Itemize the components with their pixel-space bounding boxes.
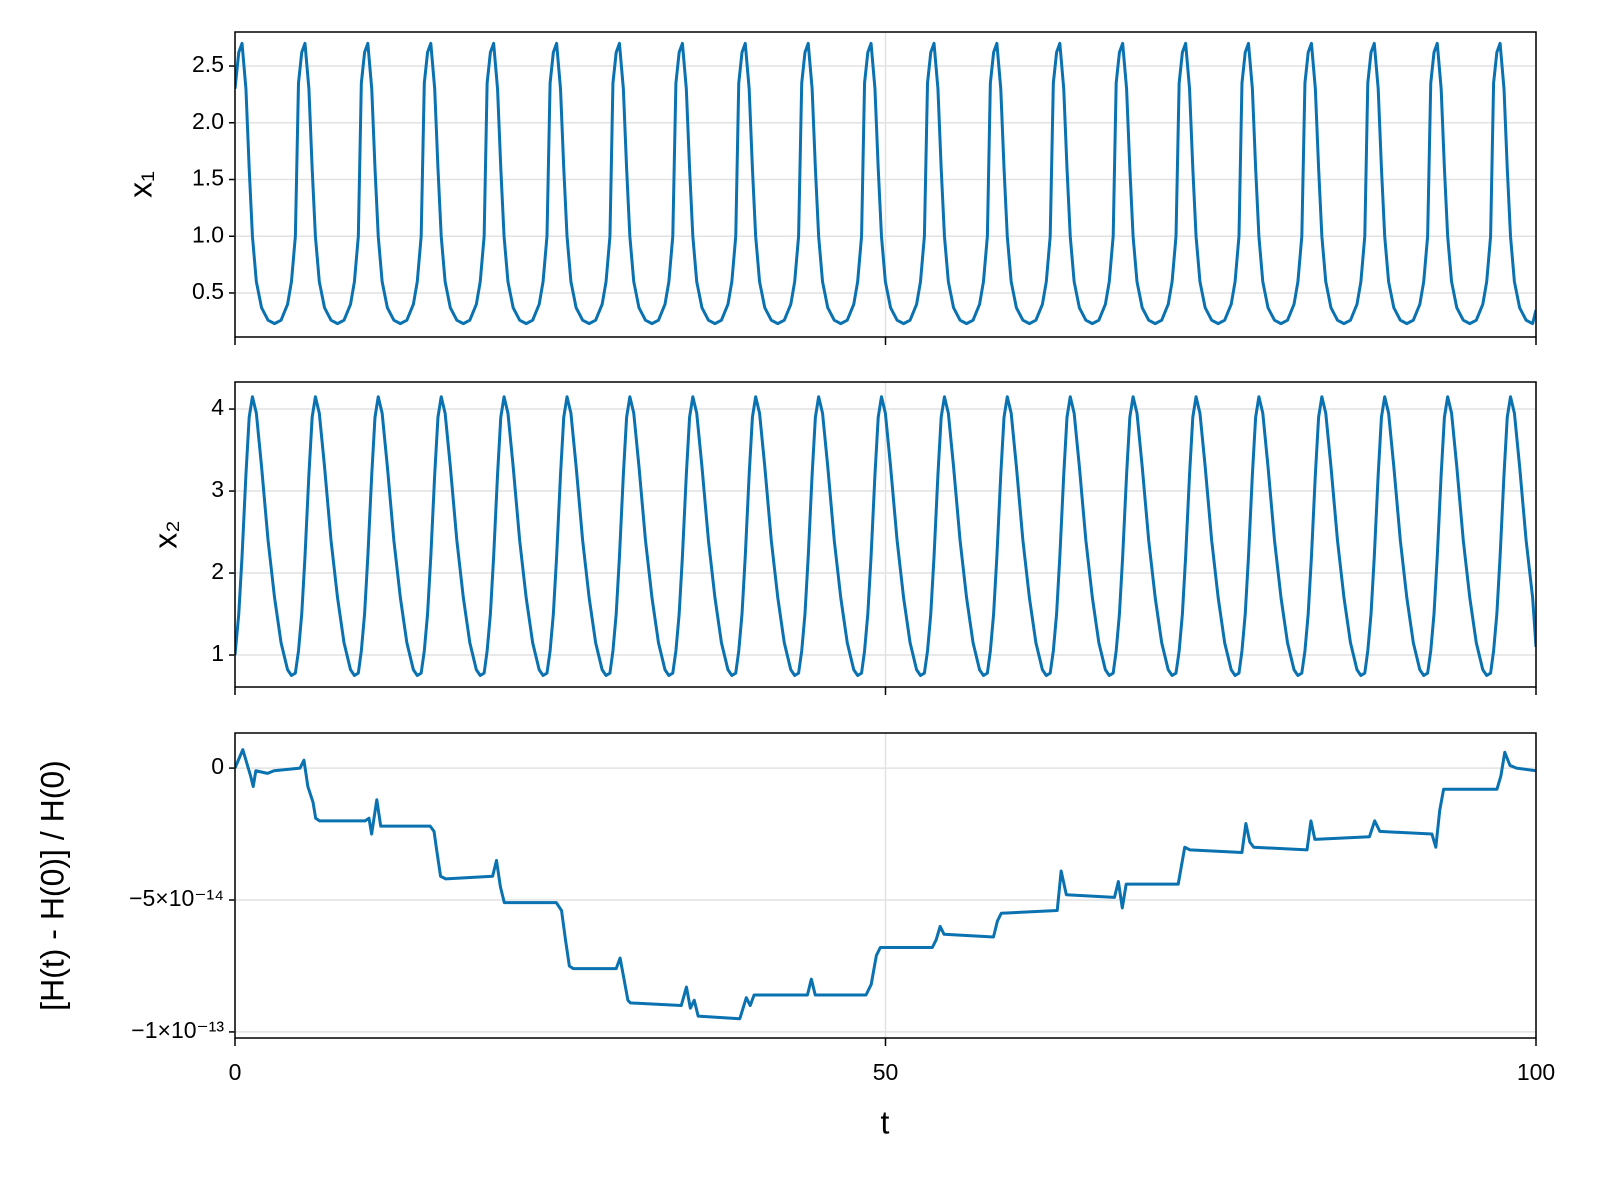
y-tick-label: 2 xyxy=(211,558,224,584)
data-line xyxy=(235,41,1536,326)
y-tick-label: 0 xyxy=(211,753,224,779)
y-tick-label: −1×10⁻¹³ xyxy=(131,1017,224,1043)
y-tick-label: 2.5 xyxy=(192,51,224,77)
y-tick-label: 1.0 xyxy=(192,221,224,247)
x-tick-label: 50 xyxy=(873,1059,899,1085)
x-axis-label: t xyxy=(881,1104,890,1140)
y-tick-label: 4 xyxy=(211,394,224,420)
plot-frame xyxy=(234,381,1537,688)
y-tick-label: 1 xyxy=(211,640,224,666)
y-tick-label: 2.0 xyxy=(192,108,224,134)
y-tick-label: 0.5 xyxy=(192,278,224,304)
y-tick-label: 3 xyxy=(211,476,224,502)
plot-frame xyxy=(234,31,1537,338)
y-axis-label: [H(t) - H(0)] / H(0) xyxy=(34,760,70,1011)
y-tick-label: 1.5 xyxy=(192,165,224,191)
x-tick-label: 0 xyxy=(229,1059,242,1085)
data-line xyxy=(235,748,1536,1021)
data-line xyxy=(235,395,1536,678)
x-tick-label: 100 xyxy=(1517,1059,1555,1085)
y-tick-label: −5×10⁻¹⁴ xyxy=(129,885,224,911)
y-axis-label: x₁ xyxy=(122,171,158,198)
y-axis-label: x₂ xyxy=(147,520,183,548)
plot-frame xyxy=(234,732,1537,1039)
